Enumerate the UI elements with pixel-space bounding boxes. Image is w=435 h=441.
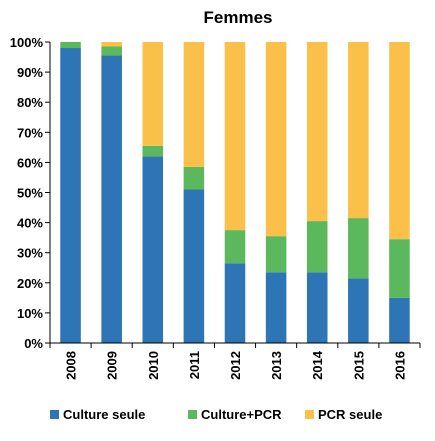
bar-2009-pcr-seule	[101, 42, 122, 47]
y-tick-label: 10%	[17, 306, 43, 321]
bar-2011-culture-pcr	[183, 166, 205, 190]
bar-2014-culture-seule	[306, 272, 328, 343]
y-tick-label: 40%	[17, 216, 43, 231]
y-tick-label: 50%	[17, 186, 43, 201]
bar-2008-culture-seule	[60, 48, 81, 344]
bar-2016-culture-seule	[389, 297, 410, 343]
x-tick-label: 2011	[187, 351, 202, 379]
bar-2013-culture-pcr	[265, 236, 287, 273]
bar-2010-culture-pcr	[142, 145, 164, 157]
legend-swatch	[305, 410, 314, 419]
bar-2015-culture-seule	[348, 278, 369, 343]
x-tick-label: 2014	[310, 350, 325, 380]
y-tick-label: 30%	[17, 246, 43, 261]
x-tick-label: 2008	[64, 351, 79, 380]
y-tick-label: 80%	[17, 95, 43, 110]
bar-2011-pcr-seule	[183, 42, 205, 167]
y-tick-label: 20%	[17, 276, 43, 291]
x-tick-label: 2013	[269, 351, 284, 380]
legend-label: Culture+PCR	[201, 407, 282, 422]
bar-2013-pcr-seule	[265, 42, 287, 237]
x-tick-label: 2012	[228, 351, 243, 380]
y-tick-label: 90%	[17, 65, 43, 80]
y-tick-label: 0%	[24, 336, 43, 351]
x-axis: 2008 2009 2010 2011 2012 2013 2014 2015 2016	[49, 342, 421, 380]
bar-2008-culture-pcr	[60, 42, 81, 49]
x-tick-label: 2015	[351, 351, 366, 380]
legend-swatch	[188, 410, 197, 419]
bar-2012-pcr-seule	[224, 42, 246, 231]
y-tick-label: 100%	[10, 35, 44, 50]
bar-2010-pcr-seule	[142, 42, 164, 146]
bar-2016-pcr-seule	[389, 42, 410, 240]
bar-2009-culture-seule	[101, 55, 122, 344]
legend-swatch	[50, 410, 59, 419]
bar-2013-culture-seule	[265, 272, 287, 343]
bar-2015-culture-pcr	[348, 218, 369, 279]
bar-2012-culture-pcr	[224, 230, 246, 264]
bar-2016-culture-pcr	[389, 239, 410, 298]
x-tick-label: 2016	[392, 351, 407, 380]
bars-group	[60, 42, 410, 344]
bar-2009-culture-pcr	[101, 46, 122, 56]
bar-2010-culture-seule	[142, 156, 164, 343]
legend-label: PCR seule	[318, 407, 382, 422]
bar-2014-culture-pcr	[306, 221, 328, 273]
bar-2014-pcr-seule	[306, 42, 328, 222]
bar-2012-culture-seule	[224, 263, 246, 343]
x-tick-label: 2009	[105, 351, 120, 380]
chart-title: Femmes	[204, 8, 273, 27]
y-axis: 0% 10% 20% 30% 40% 50% 60% 70% 80% 90% 100%	[10, 35, 51, 351]
x-tick-label: 2010	[146, 351, 161, 380]
legend-label: Culture seule	[63, 407, 145, 422]
y-tick-label: 70%	[17, 125, 43, 140]
y-tick-label: 60%	[17, 155, 43, 170]
bar-2015-pcr-seule	[348, 42, 369, 219]
bar-2011-culture-seule	[183, 189, 205, 343]
legend: Culture seule Culture+PCR PCR seule	[50, 407, 382, 422]
